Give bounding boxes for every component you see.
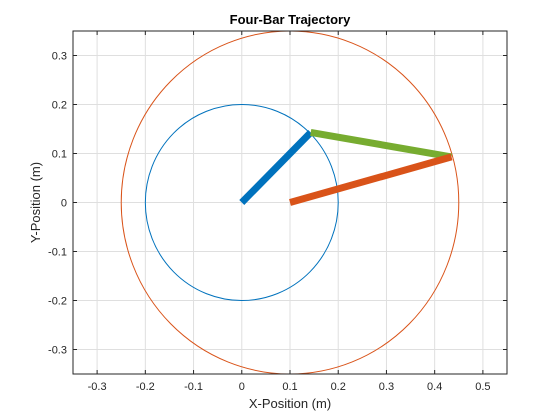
axis-ticks: -0.3 -0.2 -0.1 0 0.1 0.2 0.3 0.4 0.5 -0.3 -0.2 -0.1… xyxy=(48,31,507,393)
x-tick-label: 0.1 xyxy=(282,381,297,393)
y-axis-label: Y-Position (m) xyxy=(28,162,43,243)
chart-title: Four-Bar Trajectory xyxy=(230,12,351,27)
x-tick-label: -0.2 xyxy=(136,381,155,393)
y-tick-label: 0.1 xyxy=(52,149,67,161)
y-tick-label: 0.3 xyxy=(52,51,67,63)
x-tick-label: -0.3 xyxy=(88,381,107,393)
trajectory-circle-1 xyxy=(144,104,339,301)
x-tick-label: 0.5 xyxy=(475,381,490,393)
x-axis-label: X-Position (m) xyxy=(249,396,331,411)
link-bar-1 xyxy=(239,129,314,205)
y-tick-label: -0.3 xyxy=(48,345,67,357)
x-tick-label: 0 xyxy=(239,381,245,393)
link-bar-3 xyxy=(289,153,453,206)
y-tick-label: -0.2 xyxy=(48,296,67,308)
link-bar-2 xyxy=(310,128,453,161)
y-tick-label: 0 xyxy=(61,198,67,210)
y-tick-label: -0.1 xyxy=(48,247,67,259)
x-tick-label: 0.4 xyxy=(427,381,442,393)
x-tick-label: 0.3 xyxy=(379,381,394,393)
x-tick-label: -0.1 xyxy=(184,381,203,393)
y-tick-label: 0.2 xyxy=(52,100,67,112)
x-tick-label: 0.2 xyxy=(331,381,346,393)
